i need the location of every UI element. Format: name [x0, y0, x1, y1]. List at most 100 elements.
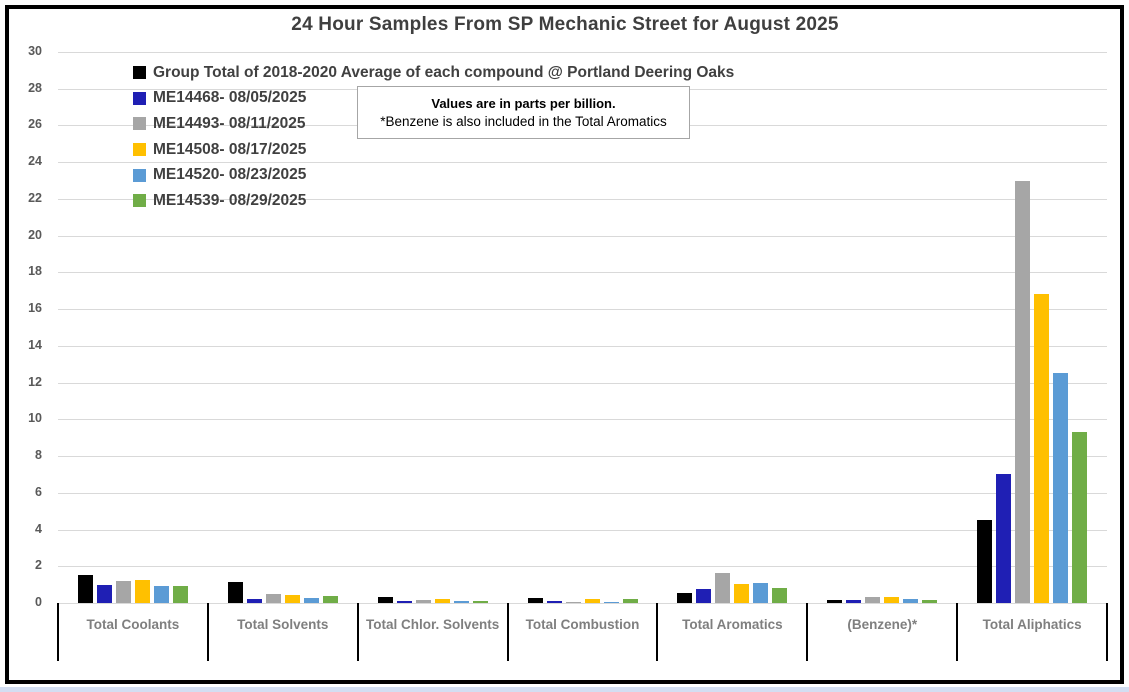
y-tick-label: 26 [28, 117, 42, 131]
legend-swatch [133, 194, 146, 208]
bar [322, 596, 338, 603]
legend-swatch [133, 91, 146, 105]
gridline [58, 419, 1107, 420]
bar [884, 597, 900, 603]
y-tick-label: 10 [28, 411, 42, 425]
x-axis-tick [507, 603, 509, 661]
y-tick-label: 6 [35, 485, 42, 499]
gridline [58, 456, 1107, 457]
bar [415, 600, 431, 603]
bar-group [508, 52, 658, 603]
bar-group [58, 52, 208, 603]
y-axis: 0 2 4 6 8 10 12 14 16 18 20 22 24 26 28 30 [0, 44, 48, 609]
bar-group [957, 52, 1107, 603]
category-label: Total Chlor. Solvents [366, 617, 500, 632]
gridline [58, 530, 1107, 531]
x-axis-tick [656, 603, 658, 661]
y-tick-label: 16 [28, 301, 42, 315]
legend-label: ME14468- 08/05/2025 [153, 89, 307, 107]
category-label: Total Solvents [237, 617, 329, 632]
legend-label: ME14493- 08/11/2025 [153, 114, 306, 132]
bar [434, 599, 450, 603]
bar [715, 573, 731, 603]
gridline [58, 346, 1107, 347]
y-tick-label: 2 [35, 558, 42, 572]
category-label: Total Aliphatics [982, 617, 1082, 632]
gridline [58, 236, 1107, 237]
legend-label: ME14508- 08/17/2025 [153, 140, 307, 158]
bar [1034, 294, 1050, 603]
legend-item: ME14493- 08/11/2025 [133, 111, 734, 137]
gridline [58, 603, 1107, 604]
bar [303, 598, 319, 603]
y-tick-label: 12 [28, 375, 42, 389]
bar-group [358, 52, 508, 603]
bar [96, 585, 112, 603]
bar [603, 602, 619, 603]
bar [153, 586, 169, 603]
legend-label: ME14539- 08/29/2025 [153, 191, 307, 209]
bar [1015, 181, 1031, 603]
y-tick-label: 8 [35, 448, 42, 462]
legend-swatch [133, 117, 146, 131]
bar-group [657, 52, 807, 603]
legend-label: Group Total of 2018-2020 Average of each… [153, 63, 735, 81]
legend-item: ME14508- 08/17/2025 [133, 137, 734, 163]
y-tick-label: 22 [28, 191, 42, 205]
category-label: Total Coolants [86, 617, 180, 632]
category-label: Total Combustion [525, 617, 640, 632]
bar [396, 601, 412, 603]
bar [265, 594, 281, 603]
bar [734, 584, 750, 603]
bar [1053, 373, 1069, 603]
chart-title: 24 Hour Samples From SP Mechanic Street … [291, 14, 839, 35]
bar [172, 586, 188, 603]
bar [527, 598, 543, 603]
x-axis-tick [357, 603, 359, 661]
bar [977, 520, 993, 603]
y-tick-label: 0 [35, 595, 42, 609]
bar [903, 599, 919, 603]
legend: Group Total of 2018-2020 Average of each… [133, 60, 734, 214]
y-tick-label: 14 [28, 338, 42, 352]
y-tick-label: 24 [28, 154, 42, 168]
bar [115, 581, 131, 603]
window-edge-strip [0, 687, 1129, 692]
bar [622, 599, 638, 603]
bar [696, 589, 712, 603]
note-line-2: *Benzene is also included in the Total A… [380, 114, 667, 129]
bar-group [208, 52, 358, 603]
x-axis-tick [806, 603, 808, 661]
category-label: Total Aromatics [682, 617, 783, 632]
category-label: (Benzene)* [847, 617, 918, 632]
bar [472, 601, 488, 603]
x-axis-labels: Total Coolants Total Solvents Total Chlor.… [58, 603, 1107, 632]
gridline [58, 566, 1107, 567]
bar [996, 474, 1012, 603]
bar [772, 588, 788, 603]
x-axis-tick [207, 603, 209, 661]
bar [922, 600, 938, 603]
legend-swatch [133, 168, 146, 182]
gridline [58, 52, 1107, 53]
legend-swatch [133, 66, 146, 80]
gridline [58, 309, 1107, 310]
y-tick-label: 20 [28, 228, 42, 242]
legend-label: ME14520- 08/23/2025 [153, 166, 307, 184]
legend-swatch [133, 143, 146, 157]
bar [677, 593, 693, 603]
y-tick-label: 4 [35, 522, 42, 536]
bar [377, 597, 393, 603]
gridline [58, 199, 1107, 200]
note-box: Values are in parts per billion. *Benzen… [357, 86, 690, 139]
gridline [58, 272, 1107, 273]
y-tick-label: 30 [28, 44, 42, 58]
bar-group [807, 52, 957, 603]
bars-container [58, 52, 1107, 603]
bar [565, 602, 581, 603]
bar [753, 583, 769, 603]
x-axis-tick [956, 603, 958, 661]
bar [453, 601, 469, 603]
legend-item: ME14520- 08/23/2025 [133, 162, 734, 188]
